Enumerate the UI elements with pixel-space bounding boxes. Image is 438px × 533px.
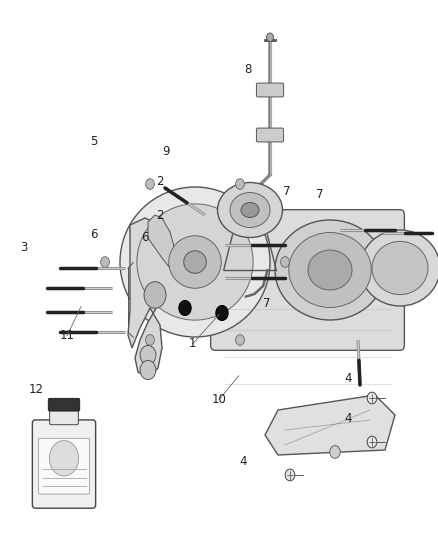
Ellipse shape bbox=[289, 232, 371, 308]
Ellipse shape bbox=[169, 236, 221, 288]
Ellipse shape bbox=[230, 192, 270, 228]
Circle shape bbox=[216, 305, 228, 320]
Text: 7: 7 bbox=[283, 185, 291, 198]
Circle shape bbox=[140, 360, 156, 379]
Text: 6: 6 bbox=[141, 231, 148, 244]
Circle shape bbox=[367, 436, 377, 448]
Circle shape bbox=[140, 345, 156, 365]
FancyBboxPatch shape bbox=[256, 83, 283, 97]
Circle shape bbox=[179, 301, 191, 316]
Text: 5: 5 bbox=[91, 135, 98, 148]
Ellipse shape bbox=[308, 250, 352, 290]
Text: 11: 11 bbox=[60, 329, 74, 342]
Circle shape bbox=[145, 179, 154, 189]
Polygon shape bbox=[265, 395, 395, 455]
Text: 6: 6 bbox=[90, 228, 98, 241]
Text: 1: 1 bbox=[189, 337, 197, 350]
Ellipse shape bbox=[372, 241, 428, 295]
Circle shape bbox=[281, 257, 290, 268]
Circle shape bbox=[101, 257, 110, 268]
Text: 8: 8 bbox=[244, 63, 251, 76]
Ellipse shape bbox=[218, 182, 283, 238]
FancyBboxPatch shape bbox=[49, 408, 78, 425]
Text: 10: 10 bbox=[212, 393, 226, 406]
Text: 2: 2 bbox=[156, 175, 164, 188]
Circle shape bbox=[367, 392, 377, 404]
Circle shape bbox=[145, 335, 154, 345]
Ellipse shape bbox=[184, 251, 206, 273]
FancyBboxPatch shape bbox=[32, 420, 95, 508]
Text: 12: 12 bbox=[29, 383, 44, 395]
Text: 7: 7 bbox=[316, 188, 324, 201]
Circle shape bbox=[144, 281, 166, 308]
FancyBboxPatch shape bbox=[256, 128, 283, 142]
Circle shape bbox=[49, 440, 78, 476]
Text: 4: 4 bbox=[344, 372, 352, 385]
Ellipse shape bbox=[137, 204, 253, 320]
FancyBboxPatch shape bbox=[48, 398, 80, 411]
Text: 3: 3 bbox=[21, 241, 28, 254]
Circle shape bbox=[285, 469, 295, 481]
Polygon shape bbox=[128, 218, 172, 378]
Text: 7: 7 bbox=[263, 297, 271, 310]
Text: 4: 4 bbox=[344, 412, 352, 425]
Circle shape bbox=[330, 446, 340, 458]
Polygon shape bbox=[148, 215, 175, 268]
FancyBboxPatch shape bbox=[211, 209, 404, 350]
Text: 9: 9 bbox=[162, 146, 170, 158]
Text: 4: 4 bbox=[239, 455, 247, 467]
Ellipse shape bbox=[241, 203, 259, 217]
Ellipse shape bbox=[275, 220, 385, 320]
Ellipse shape bbox=[120, 187, 270, 337]
FancyBboxPatch shape bbox=[39, 438, 90, 494]
Circle shape bbox=[236, 179, 244, 189]
Text: 2: 2 bbox=[156, 209, 164, 222]
Ellipse shape bbox=[360, 230, 438, 306]
Circle shape bbox=[266, 33, 273, 42]
Circle shape bbox=[236, 335, 244, 345]
